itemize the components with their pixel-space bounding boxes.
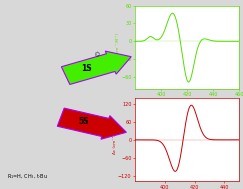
X-axis label: Wavelength (nm): Wavelength (nm) xyxy=(166,99,208,104)
Text: 1S: 1S xyxy=(81,64,92,74)
Text: R$_1$=H, CH$_3$, t-Bu: R$_1$=H, CH$_3$, t-Bu xyxy=(7,173,48,181)
FancyArrow shape xyxy=(57,108,126,139)
Y-axis label: Δε (cm⁻¹.M⁻¹): Δε (cm⁻¹.M⁻¹) xyxy=(116,33,120,61)
Text: 5S: 5S xyxy=(78,117,89,126)
FancyArrow shape xyxy=(61,51,131,84)
Text: ⌬: ⌬ xyxy=(95,52,100,57)
Y-axis label: Δε (cm⁻¹.M⁻¹): Δε (cm⁻¹.M⁻¹) xyxy=(113,126,116,154)
